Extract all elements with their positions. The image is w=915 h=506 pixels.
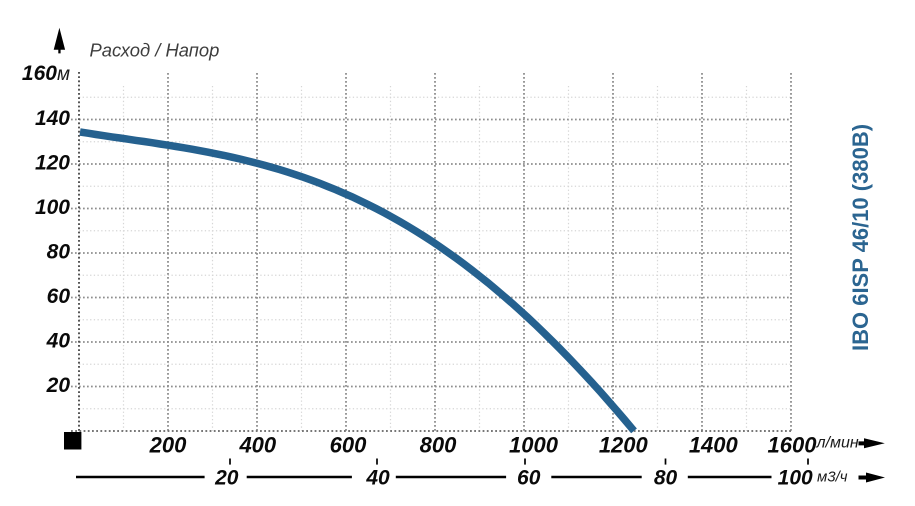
svg-text:80: 80 bbox=[654, 467, 678, 490]
svg-text:1000: 1000 bbox=[509, 432, 559, 457]
svg-text:20: 20 bbox=[214, 467, 239, 490]
svg-text:м3/ч: м3/ч bbox=[817, 469, 848, 486]
svg-text:140: 140 bbox=[35, 107, 70, 130]
svg-text:IBO 6ISP 46/10 (380В): IBO 6ISP 46/10 (380В) bbox=[848, 124, 873, 351]
svg-text:60: 60 bbox=[47, 285, 71, 308]
svg-text:1200: 1200 bbox=[599, 432, 649, 457]
svg-text:Расход / Напор: Расход / Напор bbox=[90, 40, 220, 61]
svg-text:200: 200 bbox=[149, 432, 187, 457]
svg-text:40: 40 bbox=[46, 330, 71, 353]
svg-text:л/мин: л/мин bbox=[816, 435, 859, 452]
svg-text:60: 60 bbox=[517, 467, 541, 490]
svg-text:120: 120 bbox=[35, 152, 70, 175]
svg-text:800: 800 bbox=[420, 432, 457, 457]
svg-text:600: 600 bbox=[330, 432, 367, 457]
svg-text:1400: 1400 bbox=[689, 432, 739, 457]
svg-text:20: 20 bbox=[46, 374, 71, 397]
svg-text:100: 100 bbox=[35, 196, 70, 219]
svg-text:160м: 160м bbox=[22, 62, 70, 85]
svg-text:100: 100 bbox=[778, 467, 813, 490]
svg-text:80: 80 bbox=[47, 241, 71, 264]
svg-text:400: 400 bbox=[238, 432, 276, 457]
svg-text:40: 40 bbox=[365, 467, 390, 490]
svg-text:1600: 1600 bbox=[768, 432, 818, 457]
